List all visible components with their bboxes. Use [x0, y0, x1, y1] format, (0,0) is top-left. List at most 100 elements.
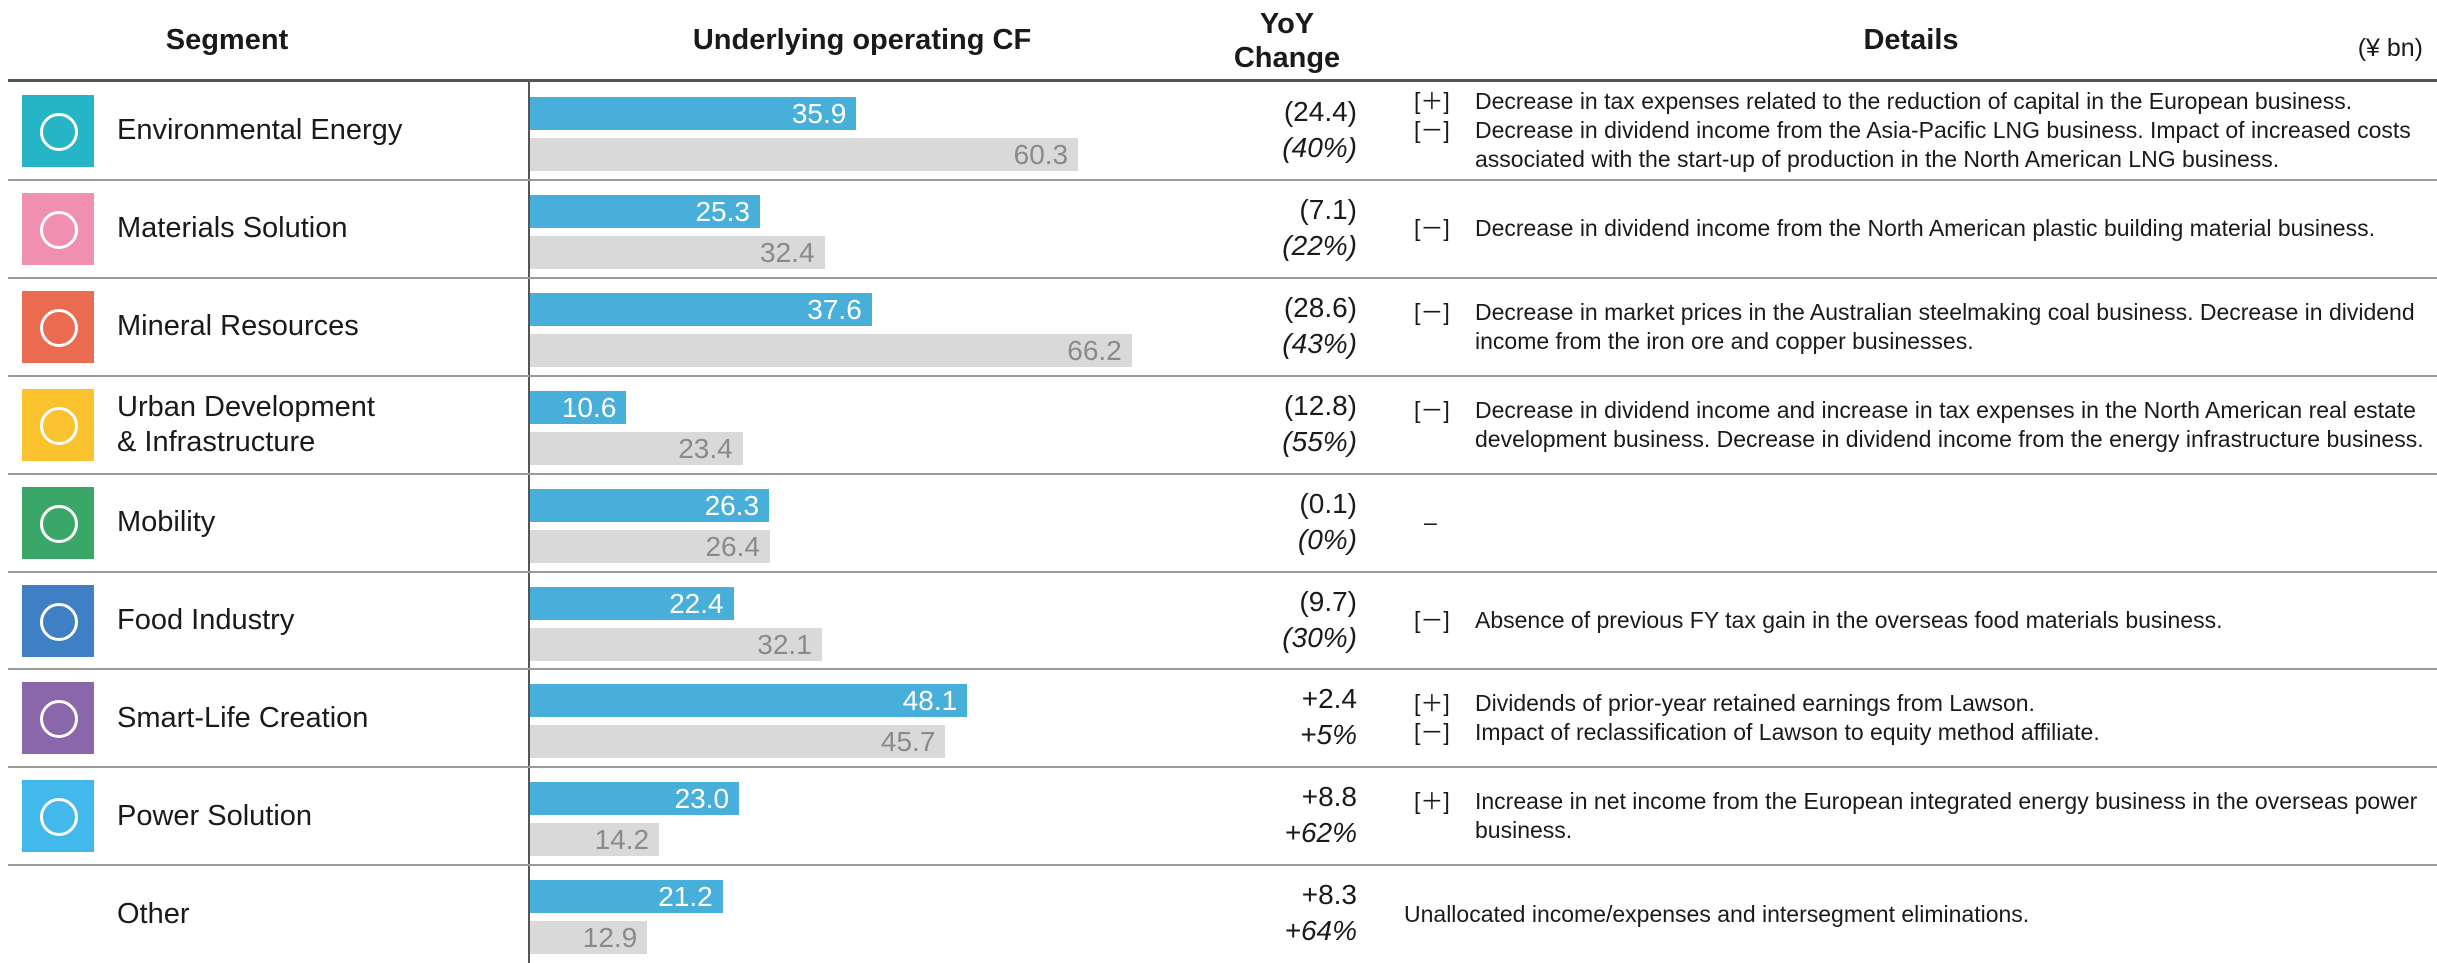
segment-line: Other [117, 897, 190, 930]
previous-label: 23.4 [678, 432, 733, 464]
details: [＋] Increase in net income from the Europ… [1414, 787, 2429, 845]
detail-sign: [＋] [1414, 690, 1450, 717]
current-bar [530, 880, 723, 914]
detail-item: [－] Decrease in dividend income from the … [1414, 116, 2429, 174]
segment-name: Urban Development & Infrastructure [117, 390, 375, 460]
row-rule [8, 766, 2437, 769]
detail-item: [－] Impact of reclassification of Lawson … [1414, 718, 2429, 747]
detail-sign: [－] [1414, 117, 1450, 144]
current-bar [530, 782, 740, 816]
detail-item: [－] Decrease in dividend income and incre… [1414, 396, 2429, 454]
current-bar [530, 586, 734, 620]
details: – [1414, 508, 2429, 537]
segment-name: Other [117, 897, 190, 932]
yoy-change: (24.4) [1283, 96, 1357, 127]
details: [－] Decrease in dividend income from the … [1414, 214, 2429, 243]
detail-sign: [－] [1414, 298, 1450, 325]
yoy-change-pct: (43%) [1282, 327, 1357, 359]
segment-icon [22, 486, 94, 559]
previous-bar [530, 725, 946, 759]
previous-bar [530, 333, 1132, 367]
segment-name: Materials Solution [117, 211, 348, 246]
detail-text: Impact of reclassification of Lawson to … [1475, 719, 2100, 746]
segment-name: Environmental Energy [117, 113, 402, 148]
previous-bar [530, 627, 822, 661]
segment-name: Smart-Life Creation [117, 701, 368, 736]
current-label: 21.2 [658, 881, 713, 913]
details: [＋] Decrease in tax expenses related to t… [1414, 87, 2429, 174]
detail-text: Decrease in tax expenses related to the … [1475, 88, 2353, 115]
row-rule [8, 668, 2437, 671]
segment-icon [22, 290, 94, 363]
details: [－] Decrease in dividend income and incre… [1414, 396, 2429, 454]
previous-bar [530, 235, 825, 269]
yoy-change-pct: +64% [1284, 915, 1357, 947]
header-segment: Segment [165, 24, 289, 56]
current-bar [530, 390, 627, 424]
current-bar [530, 194, 760, 228]
previous-label: 26.4 [705, 530, 760, 562]
detail-text: Absence of previous FY tax gain in the o… [1475, 606, 2223, 633]
detail-item: Unallocated income/expenses and interseg… [1404, 900, 2419, 929]
detail-sign: [＋] [1414, 88, 1450, 115]
segment-name: Mobility [117, 505, 215, 540]
previous-bar [530, 138, 1079, 171]
previous-label: 12.9 [582, 922, 638, 954]
current-label: 25.3 [695, 195, 750, 227]
yoy-change: (7.1) [1299, 193, 1357, 225]
segment-icon [22, 192, 94, 265]
previous-bar [530, 823, 660, 857]
current-label: 48.1 [902, 685, 958, 717]
current-bar [530, 488, 770, 522]
detail-text: Decrease in dividend income from the Nor… [1475, 215, 2375, 242]
previous-label: 32.1 [757, 628, 812, 660]
segment-line: Power Solution [117, 799, 313, 832]
icon-glyph [40, 602, 78, 641]
header-cf: Underlying operating CF [692, 24, 1032, 56]
detail-sign: [－] [1414, 719, 1450, 746]
yoy-change-pct: +62% [1284, 817, 1357, 849]
previous-bar [530, 921, 648, 955]
unit: (¥ bn) [2357, 34, 2423, 62]
yoy-change-pct: (22%) [1282, 229, 1357, 261]
previous-label: 60.3 [1013, 139, 1069, 170]
segment-name: Power Solution [117, 799, 312, 834]
detail-item: [＋] Dividends of prior-year retained earn… [1414, 689, 2429, 718]
previous-label: 32.4 [760, 236, 815, 268]
segment-line: & Infrastructure [117, 425, 316, 458]
header-yoy: Change [1233, 42, 1341, 74]
previous-label: 66.2 [1067, 334, 1122, 366]
segment-icon [22, 780, 94, 853]
current-label: 23.0 [674, 783, 730, 815]
icon-glyph [40, 406, 78, 445]
detail-text: Decrease in dividend income and increase… [1475, 396, 2424, 452]
current-bar [530, 97, 857, 130]
segment-line: Urban Development [117, 390, 375, 423]
previous-label: 45.7 [880, 726, 936, 758]
detail-text: Unallocated income/expenses and interseg… [1404, 900, 2030, 927]
yoy-change: +2.4 [1301, 683, 1357, 715]
segment-icon [22, 95, 94, 167]
yoy-change: (12.8) [1283, 389, 1357, 421]
current-bar [530, 292, 872, 326]
icon-glyph [40, 700, 78, 739]
header-details: Details [1863, 24, 1959, 56]
row-rule [8, 472, 2437, 475]
current-bar [530, 684, 968, 718]
yoy-change-pct: (55%) [1282, 425, 1357, 457]
current-label: 37.6 [807, 293, 862, 325]
yoy-change: (9.7) [1299, 585, 1357, 617]
icon-glyph [40, 798, 78, 837]
previous-bar [530, 431, 743, 465]
detail-sign: [＋] [1414, 788, 1450, 815]
yoy-change-pct: (30%) [1282, 621, 1357, 653]
yoy-change-pct: (40%) [1282, 132, 1357, 163]
segment-icon [22, 682, 94, 755]
segment-line: Materials Solution [117, 212, 348, 245]
row-rule [8, 864, 2437, 867]
previous-bar [530, 529, 770, 563]
previous-label: 14.2 [594, 824, 650, 856]
current-label: 35.9 [791, 98, 847, 129]
detail-text: Dividends of prior-year retained earning… [1475, 690, 2035, 717]
details: [－] Absence of previous FY tax gain in th… [1414, 606, 2429, 635]
